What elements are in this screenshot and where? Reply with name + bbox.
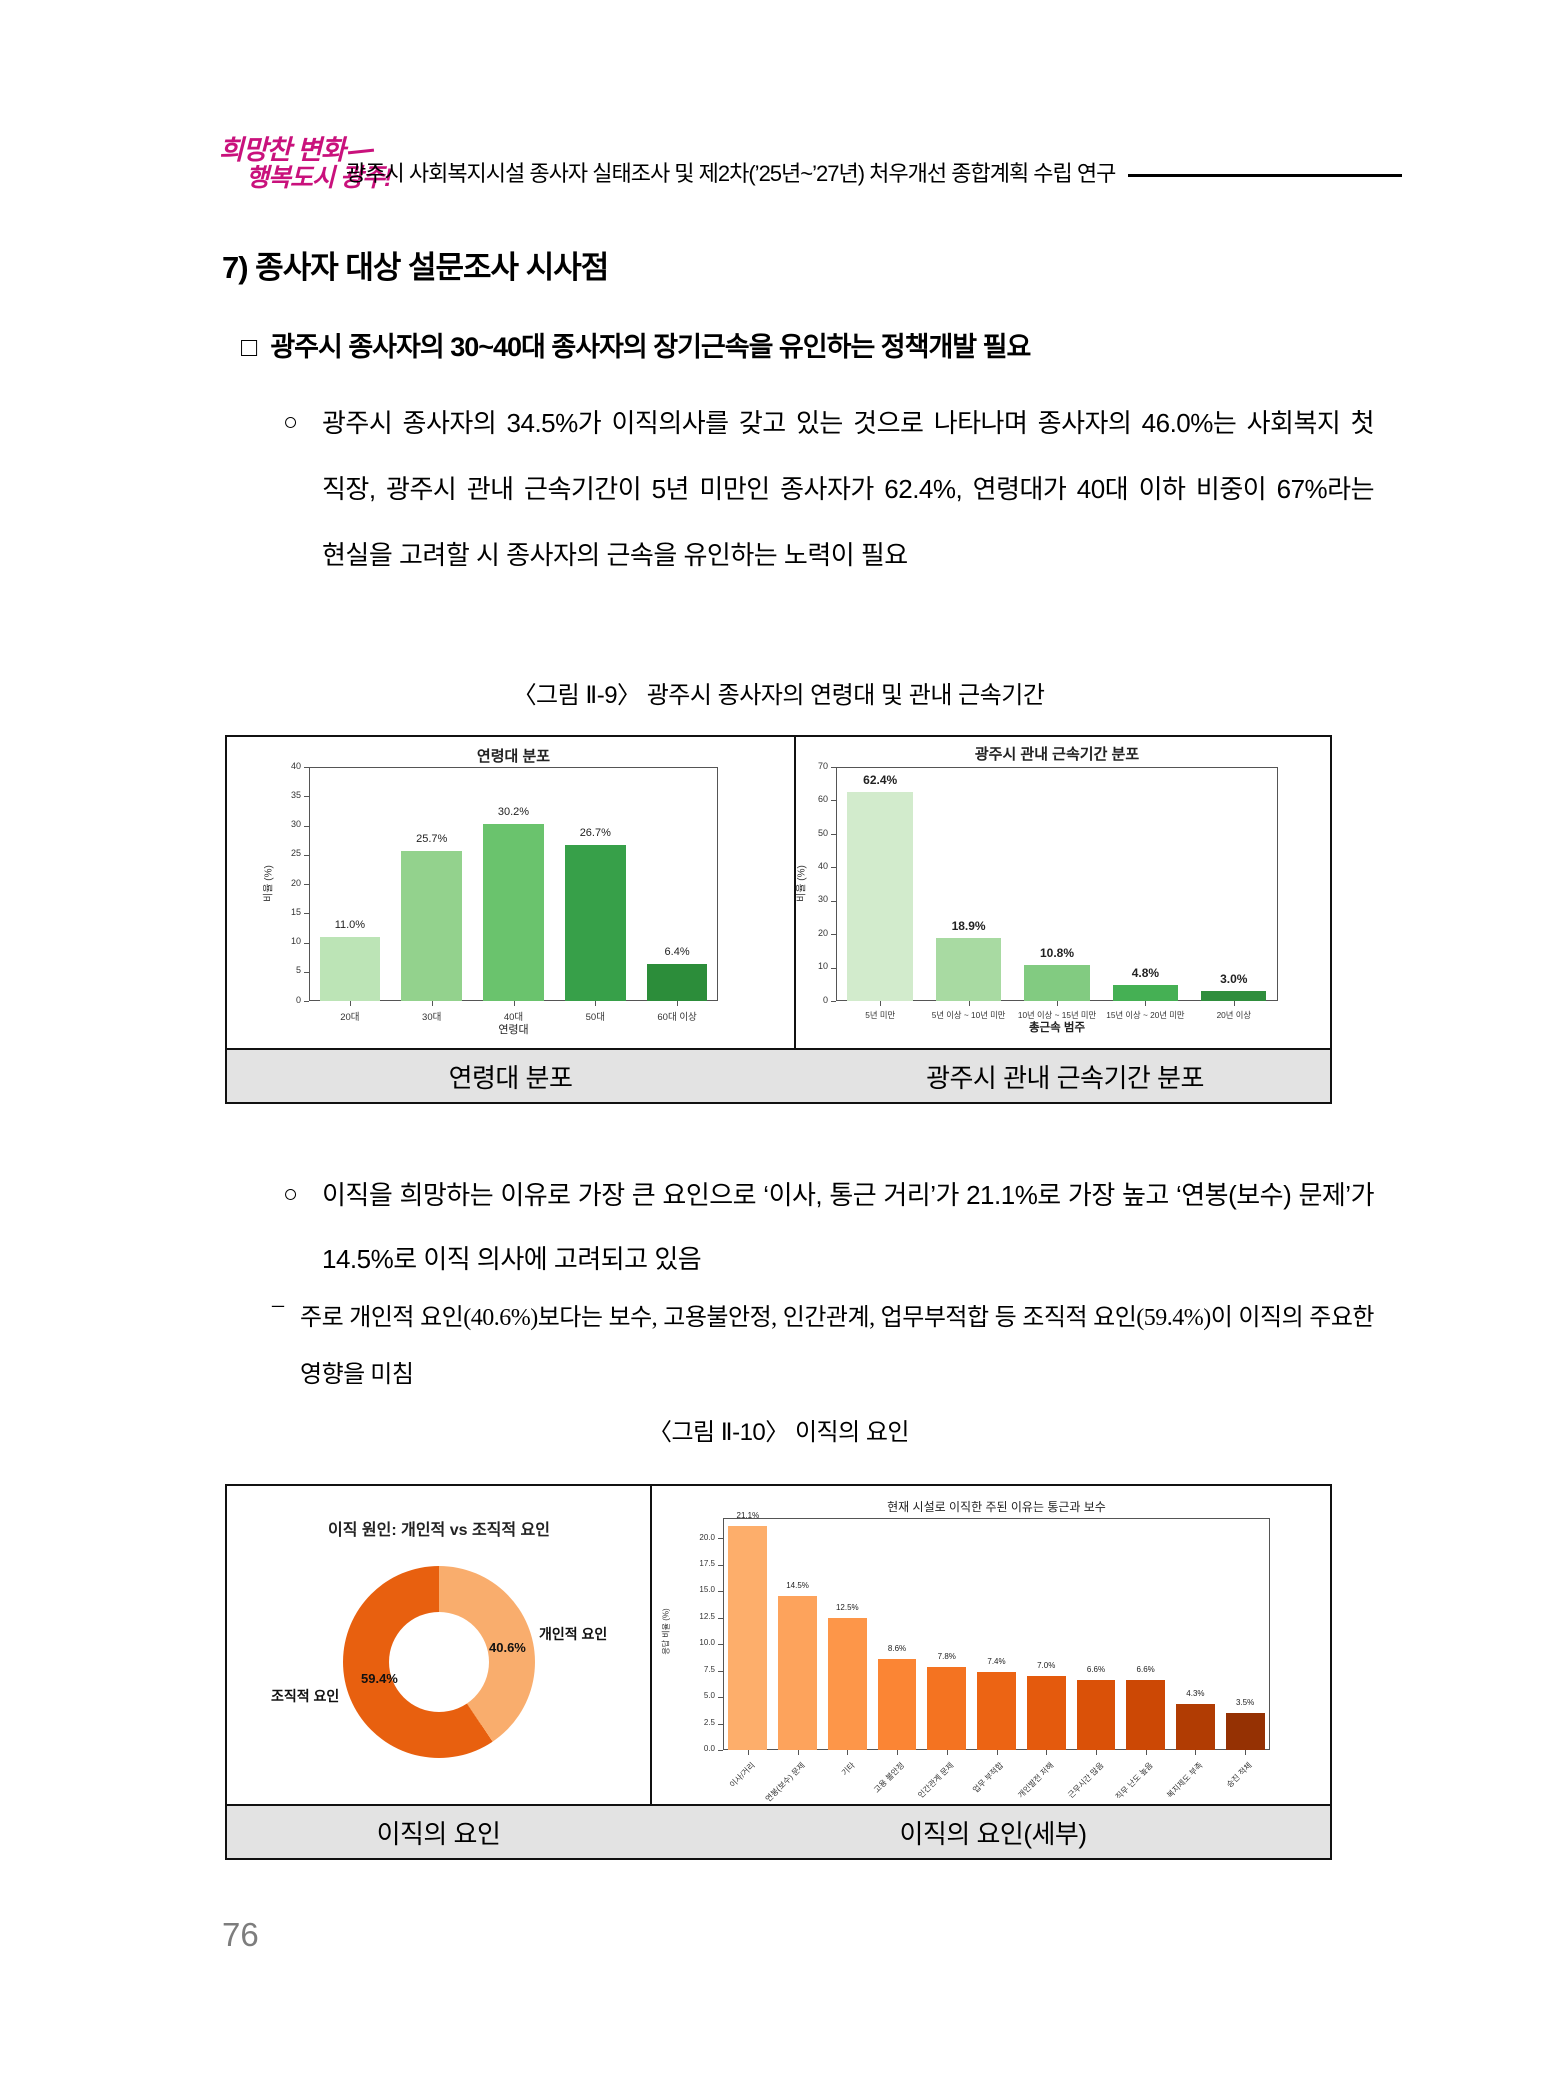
section-heading: 7) 종사자 대상 설문조사 시사점: [222, 250, 609, 285]
figure10-caption: 〈그림 Ⅱ-10〉 이직의 요인: [647, 1419, 910, 1446]
paragraph-tenure-need: 광주시 종사자의 34.5%가 이직의사를 갖고 있는 것으로 나타나며 종사자…: [322, 408, 1375, 570]
subsection-heading: □ 광주시 종사자의 30~40대 종사자의 장기근속을 유인하는 정책개발 필요: [241, 325, 1031, 364]
running-header-title: 광주시 사회복지시설 종사자 실태조사 및 제2차(’25년~’27년) 처우개…: [346, 161, 1116, 186]
paragraph-turnover-reason: 이직을 희망하는 이유로 가장 큰 요인으로 ‘이사, 통근 거리’가 21.1…: [322, 1180, 1375, 1274]
dash-bullet-icon: –: [272, 1292, 284, 1318]
square-bullet-icon: □: [241, 332, 257, 362]
city-logo-line1: 희망찬 변화: [219, 128, 374, 167]
figure10-left-label: 이직의 요인: [376, 1818, 501, 1849]
figure10-divider: [650, 1486, 652, 1858]
figure10-right-label: 이직의 요인(세부): [899, 1818, 1087, 1849]
circle-bullet-icon: ○: [283, 1180, 299, 1208]
page-number: 76: [222, 1916, 259, 1953]
figure9-caption-row: 연령대 분포 광주시 관내 근속기간 분포: [227, 1048, 1330, 1102]
paragraph-factor-note: 주로 개인적 요인(40.6%)보다는 보수, 고용불안정, 인간관계, 업무부…: [300, 1305, 1375, 1388]
city-logo-line2: 행복도시 광주!: [246, 164, 392, 192]
figure9-divider: [794, 737, 796, 1102]
circle-bullet-icon: ○: [283, 408, 299, 436]
age-distribution-chart: 연령대 분포 0 5 10 15 20 25 30 35 40 비율 (%) 11.0% 20대 25.7…: [227, 737, 794, 1052]
figure9-caption: 〈그림 Ⅱ-9〉 광주시 종사자의 연령대 및 관내 근속기간: [512, 682, 1045, 709]
figure9-box: 연령대 분포 0 5 10 15 20 25 30 35 40 비율 (%) 11.0% 20대 25.7…: [225, 735, 1332, 1104]
turnover-cause-donut-chart: 이직 원인: 개인적 vs 조직적 요인 개인적 요인 40.6% 조직적 요인 59.…: [227, 1486, 650, 1808]
subsection-heading-text: 광주시 종사자의 30~40대 종사자의 장기근속을 유인하는 정책개발 필요: [270, 332, 1031, 362]
header-rule: [1128, 174, 1402, 177]
figure9-right-label: 광주시 관내 근속기간 분포: [926, 1062, 1204, 1093]
figure10-box: 이직 원인: 개인적 vs 조직적 요인 개인적 요인 40.6% 조직적 요인 59.…: [225, 1484, 1332, 1860]
figure10-caption-row: 이직의 요인 이직의 요인(세부): [227, 1804, 1330, 1858]
tenure-distribution-chart: 광주시 관내 근속기간 분포 0 10 20 30 40 50 60 70 비율 (%) 62.4%…: [796, 737, 1334, 1052]
turnover-reason-detail-chart: 현재 시설로 이직한 주된 이유는 통근과 보수 0.0 2.5 5.0 7.5 10.0…: [652, 1486, 1334, 1808]
figure9-left-label: 연령대 분포: [448, 1062, 573, 1093]
